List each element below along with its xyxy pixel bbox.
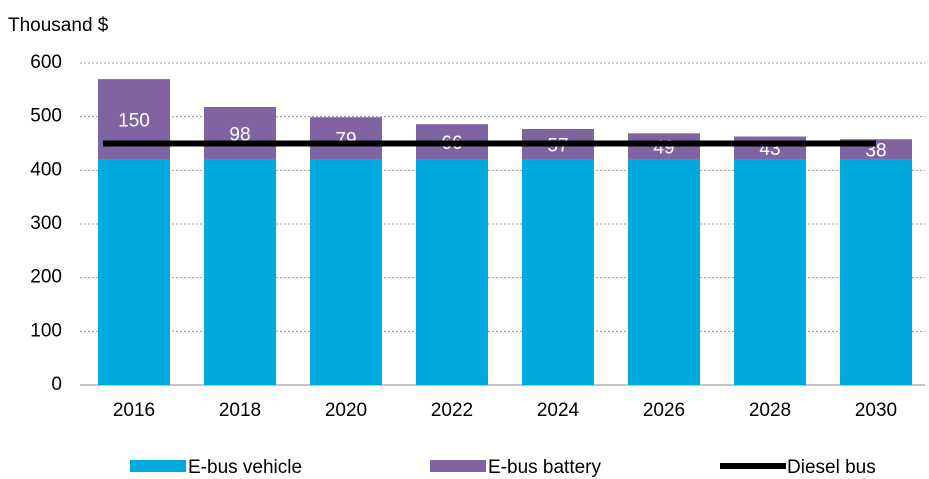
y-tick-label: 100 <box>30 320 62 341</box>
legend-label: E-bus battery <box>488 457 601 478</box>
y-tick-label: 300 <box>30 213 62 234</box>
x-tick-label: 2030 <box>855 400 897 421</box>
data-label: 98 <box>229 124 250 145</box>
y-tick-label: 200 <box>30 267 62 288</box>
bar-segment <box>522 159 594 385</box>
y-tick-label: 400 <box>30 159 62 180</box>
data-label: 150 <box>118 110 150 131</box>
bar-segment <box>734 159 806 385</box>
x-tick-label: 2022 <box>431 400 473 421</box>
x-tick-label: 2026 <box>643 400 685 421</box>
bar-segment <box>98 159 170 385</box>
bar-segment <box>310 117 382 160</box>
bar-segment <box>628 159 700 385</box>
data-label: 79 <box>335 129 356 150</box>
x-tick-label: 2016 <box>113 400 155 421</box>
y-tick-label: 0 <box>51 374 62 395</box>
x-tick-label: 2018 <box>219 400 261 421</box>
legend-label: E-bus vehicle <box>188 457 302 478</box>
legend-label: Diesel bus <box>787 457 876 478</box>
bar-segment <box>204 159 276 385</box>
legend-swatch <box>430 460 486 472</box>
x-tick-label: 2024 <box>537 400 580 421</box>
legend-swatch <box>130 460 186 472</box>
bar-segment <box>416 159 488 385</box>
axis-label: Thousand $ <box>8 15 109 36</box>
y-tick-label: 600 <box>30 52 62 73</box>
bar-segment <box>310 159 382 385</box>
bar-segment <box>204 107 276 160</box>
y-tick-label: 500 <box>30 106 62 127</box>
bar-segment <box>840 159 912 385</box>
x-tick-label: 2028 <box>749 400 791 421</box>
x-tick-label: 2020 <box>325 400 367 421</box>
